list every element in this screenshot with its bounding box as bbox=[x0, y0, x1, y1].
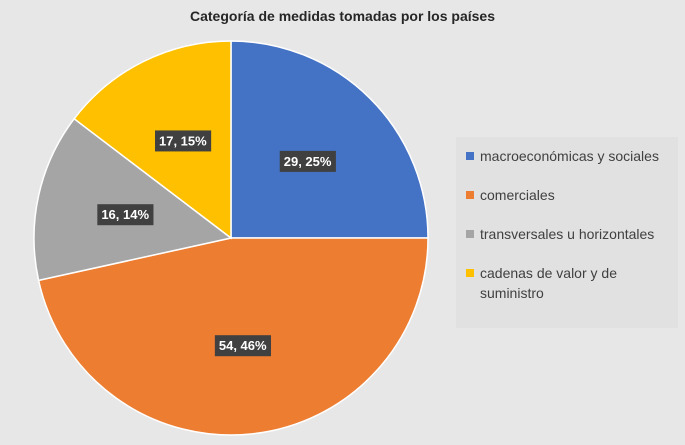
pie-slice-cadenas bbox=[73, 40, 232, 240]
data-label-box bbox=[214, 335, 272, 357]
legend-label: cadenas de valor y de suministro bbox=[480, 265, 617, 301]
data-label-box bbox=[97, 204, 154, 226]
legend-swatch bbox=[466, 191, 474, 199]
legend-swatch bbox=[466, 269, 474, 277]
legend-item-transversales: transversales u horizontales bbox=[466, 224, 670, 244]
pie-slice-macroeconomicas bbox=[230, 40, 429, 239]
data-label-cadenas: 17, 15% bbox=[155, 130, 212, 152]
data-label-box bbox=[279, 150, 336, 172]
pie-data-labels: 29, 25% 54, 46% 16, 14% 17, 15% bbox=[97, 130, 336, 357]
data-label-box bbox=[155, 130, 212, 152]
data-label-text: 16, 14% bbox=[101, 207, 149, 222]
legend-label: comerciales bbox=[480, 187, 555, 203]
legend-item-comerciales: comerciales bbox=[466, 185, 670, 205]
data-label-text: 54, 46% bbox=[219, 338, 267, 353]
data-label-comerciales: 54, 46% bbox=[214, 335, 272, 357]
chart-title: Categoría de medidas tomadas por los paí… bbox=[190, 8, 495, 24]
legend-label: macroeconómicas y sociales bbox=[480, 148, 659, 164]
data-label-text: 17, 15% bbox=[159, 133, 207, 148]
legend-item-macroeconomicas: macroeconómicas y sociales bbox=[466, 146, 670, 166]
data-label-transversales: 16, 14% bbox=[97, 204, 154, 226]
legend-label: transversales u horizontales bbox=[480, 226, 655, 242]
legend-item-cadenas: cadenas de valor y de suministro bbox=[466, 263, 670, 303]
data-label-text: 29, 25% bbox=[284, 154, 332, 169]
legend: macroeconómicas y sociales comerciales t… bbox=[456, 137, 678, 328]
pie-slices bbox=[33, 40, 429, 436]
legend-swatch bbox=[466, 152, 474, 160]
data-label-macroeconomicas: 29, 25% bbox=[279, 150, 336, 172]
pie-slice-transversales bbox=[33, 117, 233, 282]
legend-swatch bbox=[466, 230, 474, 238]
